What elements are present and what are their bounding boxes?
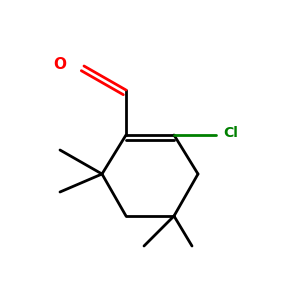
Text: O: O — [53, 57, 66, 72]
Text: Cl: Cl — [224, 127, 238, 140]
